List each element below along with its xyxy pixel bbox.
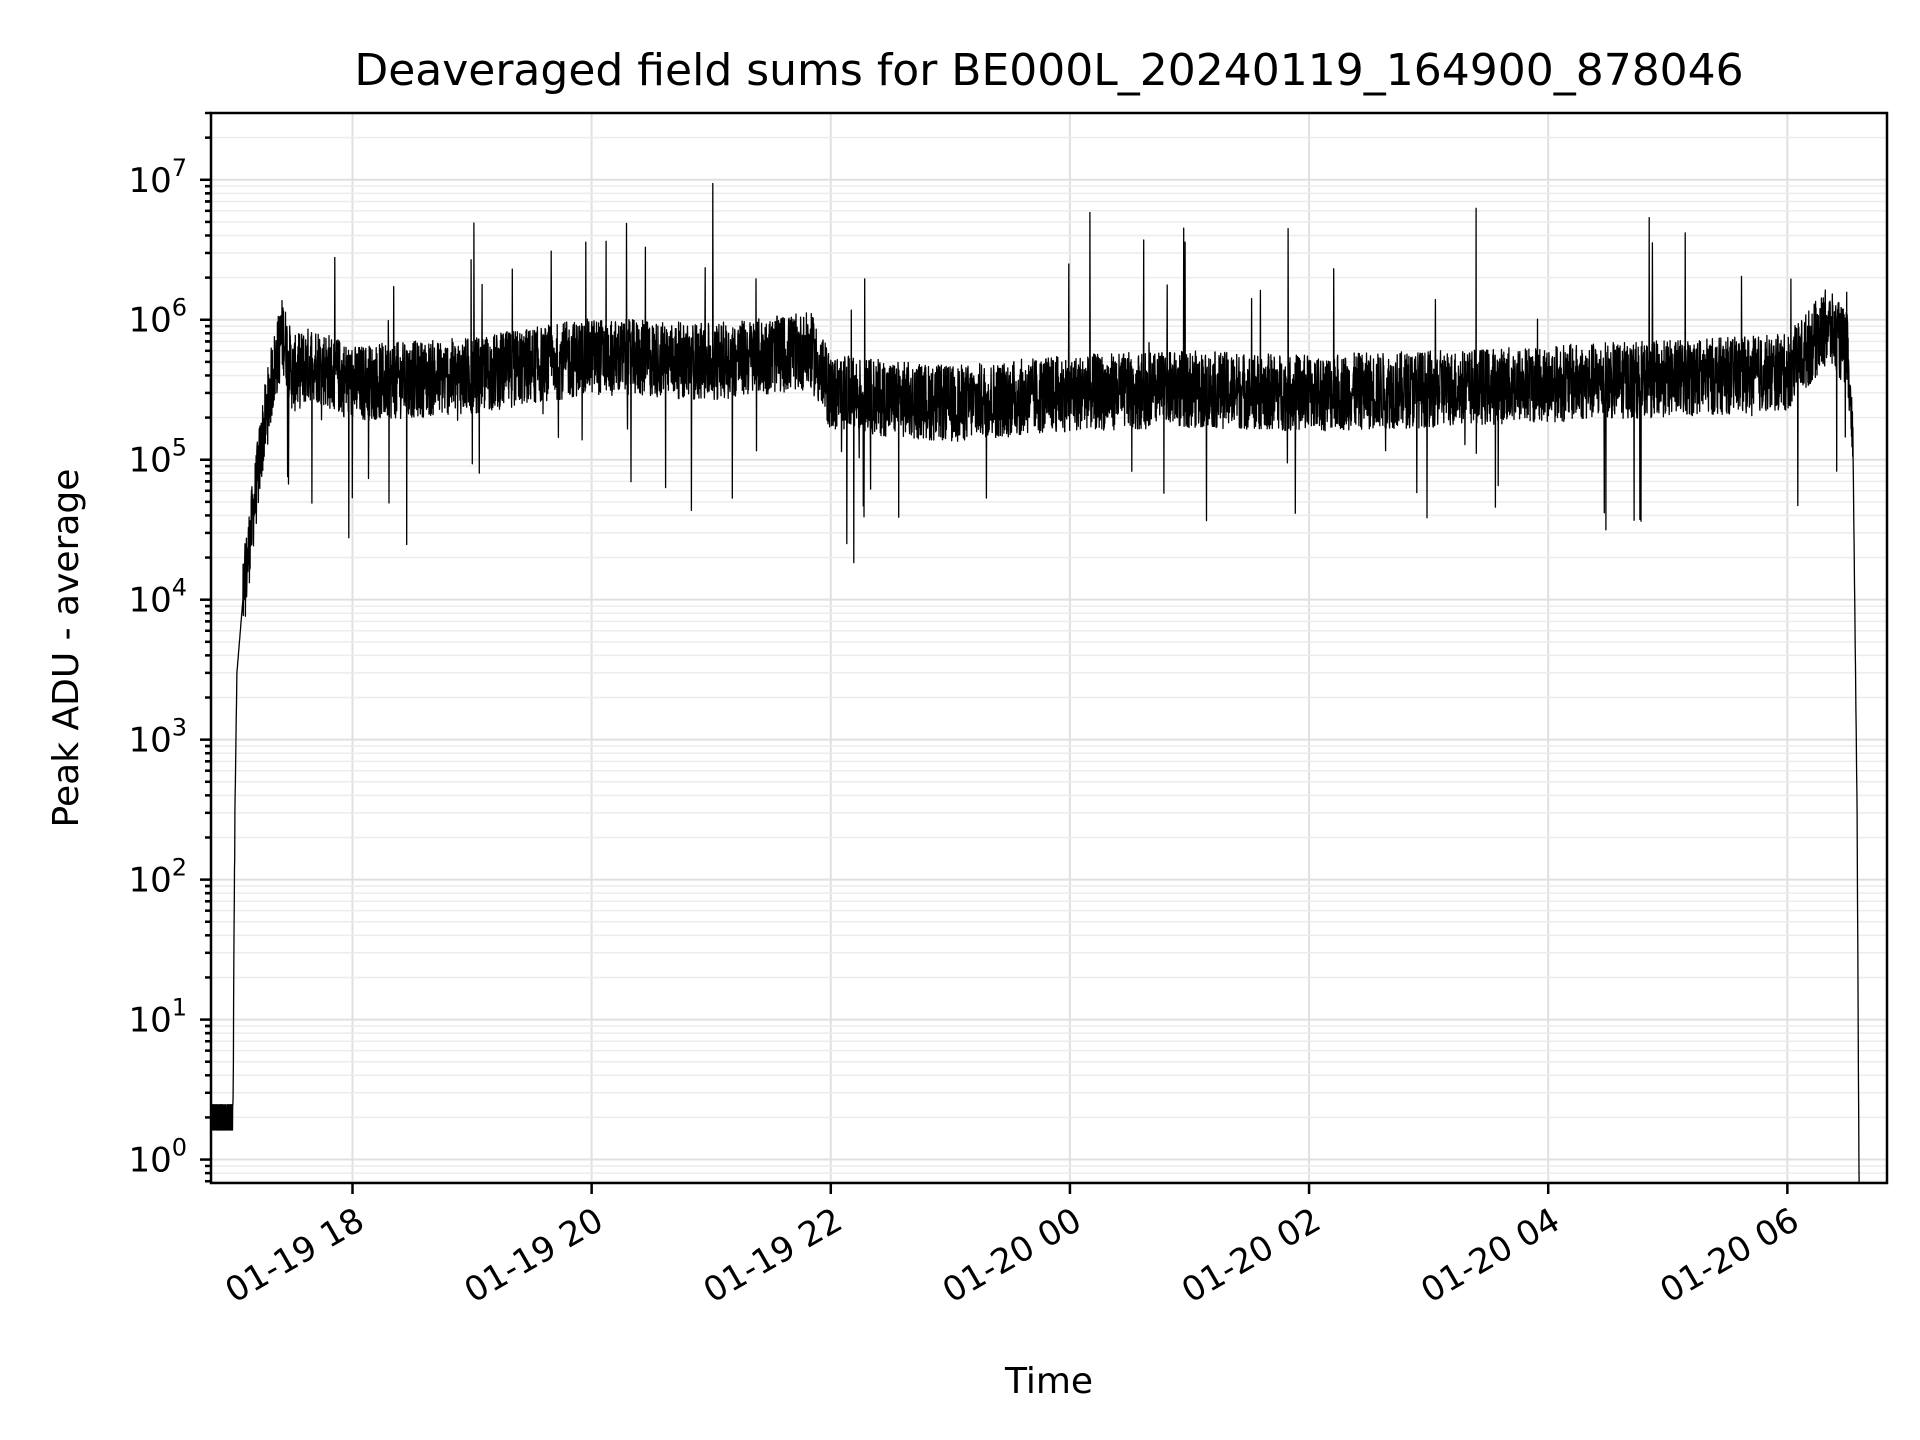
y-tick-label: 107 (128, 154, 187, 201)
x-tick-label: 01-20 02 (1175, 1200, 1327, 1311)
x-axis-label: Time (1004, 1361, 1093, 1402)
grid (211, 112, 1887, 1183)
y-tick-label: 105 (128, 434, 187, 481)
y-tick-label: 102 (128, 854, 187, 901)
x-tick-label: 01-19 20 (458, 1200, 610, 1311)
x-axis: 01-19 18 01-19 20 01-19 22 01-20 00 01-20 02… (219, 1183, 1806, 1311)
x-tick-label: 01-19 22 (697, 1200, 849, 1311)
y-axis: 100 101 102 103 104 105 106 107 (128, 111, 211, 1183)
y-axis-label: Peak ADU - average (46, 469, 87, 828)
y-tick-label: 106 (128, 294, 187, 341)
x-tick-label: 01-20 00 (936, 1200, 1088, 1311)
chart-title: Deaveraged field sums for BE000L_2024011… (354, 45, 1743, 96)
plot-frame (209, 111, 1889, 1185)
y-tick-label: 101 (128, 994, 187, 1041)
x-tick-label: 01-19 18 (219, 1200, 371, 1311)
x-tick-label: 01-20 04 (1414, 1200, 1566, 1311)
y-tick-label: 100 (128, 1134, 187, 1181)
x-tick-label: 01-20 06 (1653, 1200, 1805, 1311)
series-line (210, 182, 1860, 1184)
y-tick-label: 104 (128, 574, 187, 621)
y-tick-label: 103 (128, 714, 187, 761)
